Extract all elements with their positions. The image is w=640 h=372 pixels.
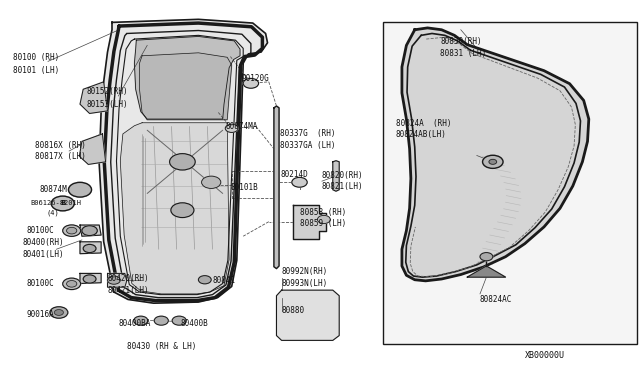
Text: 80337GA (LH): 80337GA (LH): [280, 141, 336, 150]
Ellipse shape: [83, 275, 96, 283]
Text: 80421(LH): 80421(LH): [108, 286, 149, 295]
Ellipse shape: [483, 155, 503, 169]
Text: 80400BA: 80400BA: [118, 319, 151, 328]
Polygon shape: [402, 28, 589, 281]
Ellipse shape: [480, 253, 493, 261]
Ellipse shape: [225, 124, 238, 132]
Polygon shape: [293, 205, 326, 239]
Text: 80858 (RH): 80858 (RH): [300, 208, 346, 217]
Text: 80401(LH): 80401(LH): [22, 250, 64, 259]
Ellipse shape: [154, 316, 168, 325]
Text: 80830(RH): 80830(RH): [440, 37, 482, 46]
Text: (4): (4): [46, 209, 59, 216]
Polygon shape: [80, 242, 101, 254]
Ellipse shape: [108, 276, 120, 284]
Polygon shape: [467, 266, 506, 277]
Polygon shape: [276, 290, 339, 340]
Text: 80100C: 80100C: [27, 279, 54, 288]
Ellipse shape: [51, 196, 74, 211]
Ellipse shape: [82, 226, 97, 235]
Ellipse shape: [63, 278, 81, 289]
Text: XB00000U: XB00000U: [525, 351, 564, 360]
Ellipse shape: [67, 280, 77, 287]
Polygon shape: [80, 225, 101, 236]
Text: 80101 (LH): 80101 (LH): [13, 66, 59, 75]
Text: 80400B: 80400B: [180, 319, 208, 328]
Text: 80152(RH): 80152(RH): [86, 87, 128, 96]
Text: 80874M: 80874M: [40, 185, 67, 194]
Text: 80824A  (RH): 80824A (RH): [396, 119, 451, 128]
Text: 80821(LH): 80821(LH): [322, 182, 364, 191]
Polygon shape: [134, 36, 240, 119]
Text: 80859 (LH): 80859 (LH): [300, 219, 346, 228]
Polygon shape: [140, 53, 232, 120]
Text: 80337G  (RH): 80337G (RH): [280, 129, 336, 138]
Text: 80214D: 80214D: [280, 170, 308, 179]
Polygon shape: [79, 134, 106, 164]
Ellipse shape: [243, 78, 259, 88]
Ellipse shape: [83, 244, 96, 253]
Text: 80820(RH): 80820(RH): [322, 171, 364, 180]
Text: 80100C: 80100C: [27, 226, 54, 235]
Text: 90120G: 90120G: [242, 74, 269, 83]
Ellipse shape: [198, 276, 211, 284]
Text: 80880: 80880: [282, 306, 305, 315]
Polygon shape: [80, 82, 108, 113]
Text: 80816X (RH): 80816X (RH): [35, 141, 86, 150]
Ellipse shape: [489, 159, 497, 164]
Ellipse shape: [68, 182, 92, 197]
Ellipse shape: [63, 225, 81, 236]
Text: 80817X (LH): 80817X (LH): [35, 153, 86, 161]
Ellipse shape: [317, 215, 330, 224]
Text: 80992N(RH): 80992N(RH): [282, 267, 328, 276]
Polygon shape: [274, 106, 279, 269]
Polygon shape: [99, 19, 268, 303]
Text: 90016A: 90016A: [27, 310, 54, 319]
Text: 80831 (LH): 80831 (LH): [440, 49, 486, 58]
Ellipse shape: [67, 227, 77, 234]
Text: 80824AB(LH): 80824AB(LH): [396, 130, 446, 139]
Text: 80101B: 80101B: [230, 183, 258, 192]
Text: 80841: 80841: [212, 276, 236, 285]
Ellipse shape: [50, 307, 68, 318]
Text: B06126-8201H: B06126-8201H: [31, 200, 82, 206]
Ellipse shape: [54, 310, 63, 315]
Text: 80824AC: 80824AC: [480, 295, 513, 304]
Polygon shape: [108, 273, 127, 287]
Text: 80430 (RH & LH): 80430 (RH & LH): [127, 342, 196, 351]
Ellipse shape: [134, 316, 148, 325]
Text: 80420(RH): 80420(RH): [108, 275, 149, 283]
Text: 80874MA: 80874MA: [225, 122, 258, 131]
Polygon shape: [333, 161, 339, 191]
Ellipse shape: [202, 176, 221, 188]
Ellipse shape: [292, 177, 307, 187]
Bar: [383, 22, 637, 344]
Ellipse shape: [170, 154, 195, 170]
Text: 80153(LH): 80153(LH): [86, 100, 128, 109]
Ellipse shape: [172, 316, 186, 325]
Text: 80400(RH): 80400(RH): [22, 238, 64, 247]
Text: B: B: [60, 201, 65, 206]
Text: 80100 (RH): 80100 (RH): [13, 53, 59, 62]
Text: 80993N(LH): 80993N(LH): [282, 279, 328, 288]
Polygon shape: [80, 273, 101, 283]
Polygon shape: [120, 123, 229, 294]
Ellipse shape: [171, 203, 194, 218]
